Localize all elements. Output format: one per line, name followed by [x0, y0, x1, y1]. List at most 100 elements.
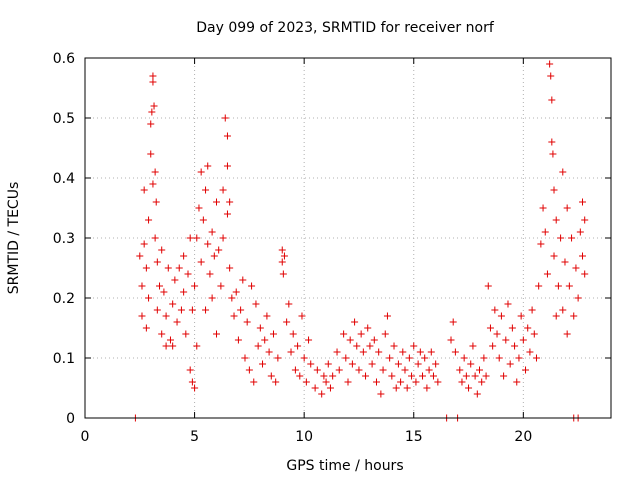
data-point — [175, 264, 183, 272]
data-point — [208, 228, 216, 236]
data-point — [182, 330, 190, 338]
data-point — [408, 372, 416, 380]
data-point — [193, 234, 201, 242]
data-point — [166, 336, 174, 344]
data-point — [568, 234, 576, 242]
data-point — [532, 354, 540, 362]
data-point — [291, 366, 299, 374]
data-point — [427, 348, 435, 356]
data-point — [313, 366, 321, 374]
data-point — [383, 312, 391, 320]
data-point — [403, 384, 411, 392]
data-point — [177, 306, 185, 314]
data-point — [563, 204, 571, 212]
data-point — [517, 312, 525, 320]
data-point — [493, 330, 501, 338]
data-point — [250, 378, 258, 386]
data-point — [416, 348, 424, 356]
data-point — [366, 342, 374, 350]
data-point — [342, 354, 350, 362]
data-point — [524, 324, 532, 332]
data-point — [156, 282, 164, 290]
data-point — [522, 366, 530, 374]
data-point — [148, 108, 156, 116]
data-point — [210, 252, 218, 260]
data-point — [410, 342, 418, 350]
data-point — [237, 306, 245, 314]
data-point — [552, 216, 560, 224]
data-point — [188, 378, 196, 386]
data-point — [311, 384, 319, 392]
data-point — [138, 282, 146, 290]
data-point — [447, 336, 455, 344]
data-point — [197, 258, 205, 266]
data-point — [267, 372, 275, 380]
data-point — [158, 246, 166, 254]
data-point — [515, 354, 523, 362]
data-point — [497, 312, 505, 320]
data-point — [550, 252, 558, 260]
data-point — [300, 354, 308, 362]
data-point — [548, 96, 556, 104]
data-point — [307, 360, 315, 368]
data-point — [294, 342, 302, 350]
data-point — [344, 378, 352, 386]
data-point — [502, 336, 510, 344]
data-point — [206, 270, 214, 278]
y-tick-label: 0.6 — [53, 51, 75, 67]
data-point — [261, 336, 269, 344]
data-point — [162, 312, 170, 320]
data-point — [480, 354, 488, 362]
data-point — [153, 306, 161, 314]
data-point — [256, 324, 264, 332]
data-point — [482, 372, 490, 380]
data-point — [348, 360, 356, 368]
data-point — [195, 204, 203, 212]
data-point — [508, 324, 516, 332]
data-point — [397, 378, 405, 386]
data-point — [547, 72, 555, 80]
data-point — [541, 228, 549, 236]
data-point — [388, 372, 396, 380]
data-point — [272, 378, 280, 386]
data-point — [204, 162, 212, 170]
data-point — [234, 336, 242, 344]
data-point — [549, 150, 557, 158]
data-point — [379, 366, 387, 374]
data-point — [359, 348, 367, 356]
data-point — [368, 360, 376, 368]
data-point — [243, 318, 251, 326]
data-point — [491, 306, 499, 314]
data-point — [280, 252, 288, 260]
data-point — [160, 288, 168, 296]
data-point — [381, 330, 389, 338]
data-point — [151, 168, 159, 176]
data-point — [151, 234, 159, 242]
data-point — [259, 360, 267, 368]
y-tick-label: 0.1 — [53, 351, 75, 367]
plot-frame — [84, 57, 612, 419]
data-point — [375, 348, 383, 356]
data-point — [188, 306, 196, 314]
data-point — [287, 348, 295, 356]
data-point — [559, 306, 567, 314]
data-point — [405, 354, 413, 362]
y-tick-label: 0 — [66, 411, 75, 427]
data-point — [278, 246, 286, 254]
data-point — [228, 294, 236, 302]
data-point — [465, 384, 473, 392]
data-point — [372, 378, 380, 386]
grid — [85, 58, 611, 418]
data-point — [471, 372, 479, 380]
data-point — [559, 168, 567, 176]
data-point — [377, 390, 385, 398]
data-point — [364, 324, 372, 332]
data-point — [305, 336, 313, 344]
x-tick-label: 15 — [405, 429, 423, 445]
data-point — [357, 330, 365, 338]
data-point — [142, 264, 150, 272]
data-point — [152, 198, 160, 206]
data-point — [434, 378, 442, 386]
data-point — [173, 318, 181, 326]
